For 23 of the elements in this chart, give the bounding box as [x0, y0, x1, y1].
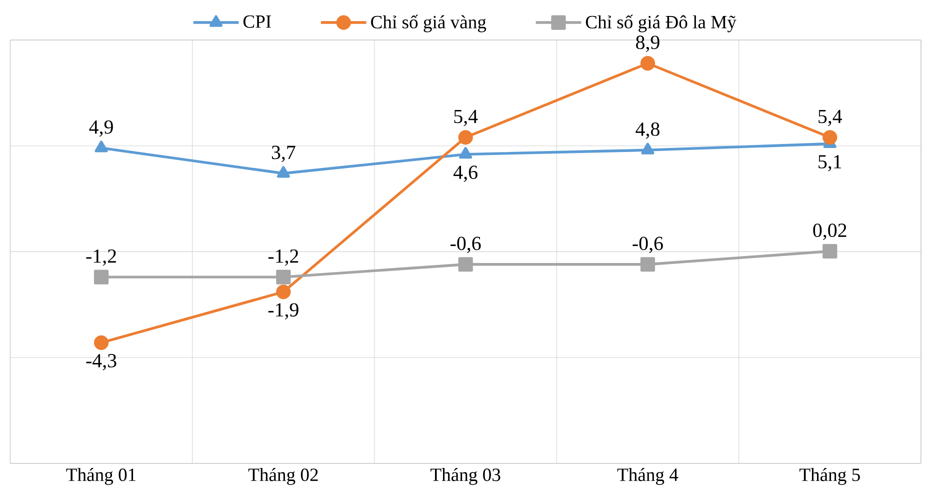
- data-label: -0,6: [632, 236, 663, 253]
- data-label: -1,9: [268, 303, 298, 320]
- data-label: 4,9: [89, 120, 113, 137]
- legend-label: Chỉ số giá Đô la Mỹ: [586, 14, 736, 32]
- data-label: -1,2: [86, 249, 116, 266]
- data-label: 0,02: [813, 224, 846, 240]
- data-label: 5,4: [454, 110, 478, 126]
- data-label: -0,6: [450, 236, 481, 253]
- x-tick-label: Tháng 03: [430, 468, 500, 485]
- legend-label: CPI: [243, 15, 271, 28]
- data-label: 8,9: [636, 36, 660, 52]
- x-tick-label: Tháng 01: [66, 468, 136, 485]
- data-label: 4,8: [636, 122, 660, 139]
- x-tick-label: Tháng 02: [248, 468, 318, 485]
- x-tick-label: Tháng 5: [799, 468, 860, 485]
- data-label: 4,6: [454, 166, 478, 182]
- x-tick-label: Tháng 4: [617, 468, 678, 485]
- data-label: 5,1: [818, 155, 842, 172]
- data-label: -4,3: [86, 354, 116, 370]
- data-label: 3,7: [272, 146, 296, 162]
- data-label: 5,4: [818, 110, 842, 126]
- legend-label: Chỉ số giá vàng: [371, 14, 486, 32]
- data-label: -1,2: [268, 249, 298, 266]
